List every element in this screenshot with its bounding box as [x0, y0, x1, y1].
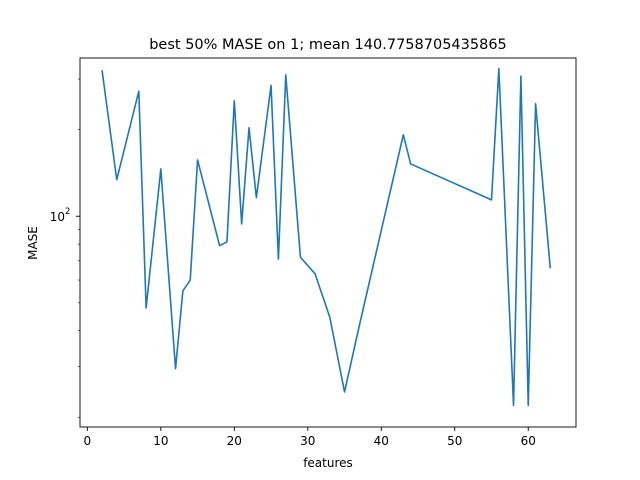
x-axis: 0 10 20 30 40 50 60 [84, 427, 536, 448]
x-tick-label: 40 [374, 434, 389, 448]
x-tick-label: 60 [521, 434, 536, 448]
x-tick-label: 50 [447, 434, 462, 448]
x-tick-label: 20 [227, 434, 242, 448]
x-tick-label: 10 [153, 434, 168, 448]
x-tick-label: 0 [84, 434, 92, 448]
plot-area [79, 57, 577, 428]
plot-frame [79, 57, 577, 428]
y-tick-exponent: 2 [65, 207, 70, 217]
series-line [101, 67, 552, 407]
y-tick-label: 10 [50, 210, 65, 224]
x-tick-label: 30 [300, 434, 315, 448]
x-axis-label: features [303, 456, 353, 470]
y-axis-label: MASE [26, 226, 40, 260]
y-axis: 10 2 [50, 78, 80, 418]
chart-title: best 50% MASE on 1; mean 140.77587054358… [149, 37, 507, 53]
